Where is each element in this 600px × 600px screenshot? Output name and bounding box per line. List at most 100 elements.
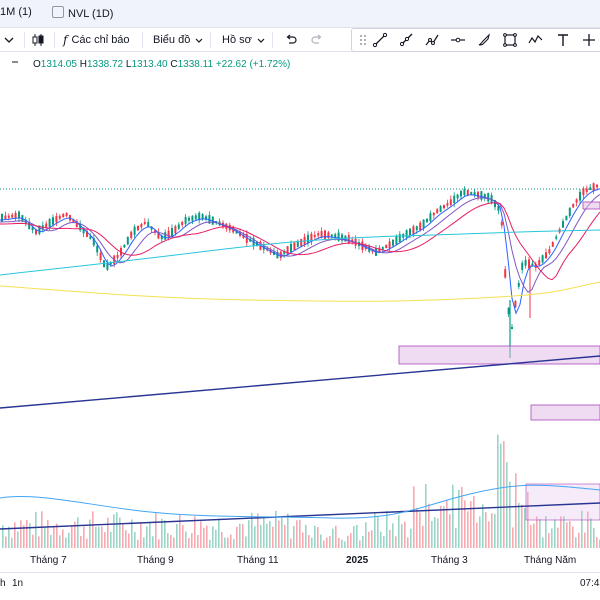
candle-body (402, 234, 405, 238)
horizontal-ray-icon[interactable] (450, 32, 466, 48)
range-button[interactable]: h (0, 578, 6, 589)
text-tool-icon[interactable] (555, 32, 571, 48)
redo-button[interactable] (310, 31, 324, 49)
volume-bar (35, 511, 37, 548)
volume-bar (353, 526, 355, 548)
chart-menu-button[interactable]: Biểu đồ (153, 31, 206, 49)
profile-menu-label: Hồ sơ (222, 34, 252, 46)
volume-bar (287, 513, 289, 548)
candle-body (177, 224, 180, 229)
undo-button[interactable] (284, 31, 298, 49)
candle-body (215, 221, 218, 224)
volume-bar (185, 531, 187, 548)
volume-bar (323, 540, 325, 548)
candle-body (514, 300, 517, 308)
candle-body (242, 234, 245, 238)
candle-body (415, 226, 418, 231)
candle-body (524, 259, 527, 266)
profile-menu-button[interactable]: Hồ sơ (222, 31, 268, 49)
candle-body (273, 251, 275, 255)
toolbar-divider (24, 32, 25, 48)
volume-bar (266, 523, 268, 548)
brush-icon[interactable] (476, 32, 492, 48)
trend-line-icon[interactable] (372, 32, 388, 48)
high-value: 1338.72 (86, 59, 124, 70)
volume-bar (455, 527, 457, 548)
volume-bar (269, 520, 271, 548)
tab-1m[interactable]: 1M (1) (0, 6, 32, 18)
volume-bar (497, 434, 499, 548)
tab-nvl[interactable]: NVL (1D) (52, 6, 113, 20)
candle-body (555, 236, 558, 239)
path-icon[interactable] (424, 32, 440, 48)
drag-handle-icon[interactable] (355, 32, 371, 48)
indicators-button[interactable]: f Các chỉ báo (63, 31, 130, 49)
volume-bar (437, 518, 439, 548)
volume-bar (284, 524, 286, 548)
rectangle-icon[interactable] (502, 32, 518, 48)
volume-bar (290, 538, 292, 548)
candle-body (194, 215, 197, 220)
volume-bar (278, 520, 280, 548)
candle-body (171, 228, 173, 237)
volume-bar (182, 525, 184, 548)
candle-body (579, 191, 581, 201)
candle-body (41, 225, 44, 230)
candle-body (65, 212, 68, 217)
candle-body (460, 191, 462, 197)
candle-type-button[interactable] (31, 31, 45, 49)
candle-body (307, 234, 309, 244)
volume-bar (464, 500, 466, 548)
candle-body (249, 238, 252, 242)
candle-body (541, 255, 544, 263)
volume-bar (131, 519, 133, 548)
candle-body (405, 230, 408, 238)
volume-bar (548, 533, 550, 548)
volume-bar (479, 516, 481, 548)
cross-icon[interactable] (581, 32, 597, 48)
ray-icon[interactable] (398, 32, 414, 48)
candle-body (310, 233, 313, 242)
volume-bar (296, 520, 298, 548)
legend-collapse-button[interactable] (11, 58, 19, 66)
volume-bar (128, 533, 130, 548)
candle-body (568, 207, 571, 216)
drawing-toolbar (351, 28, 600, 52)
candle-body (327, 232, 330, 238)
volume-bar (188, 538, 190, 548)
volume-bar (428, 503, 430, 548)
volume-bar (545, 516, 547, 548)
volume-bar (584, 532, 586, 548)
candle-body (286, 246, 289, 255)
x-tick-label: 2025 (346, 555, 369, 566)
toolbar-divider (272, 32, 273, 48)
volume-bar (587, 511, 589, 548)
candle-body (191, 215, 194, 221)
volume-bar (398, 515, 400, 548)
range-1n-button[interactable]: 1n (12, 578, 24, 589)
volume-bar (335, 525, 337, 548)
volume-ma-line (0, 484, 600, 519)
volume-bar (326, 537, 328, 548)
candle-body (364, 245, 367, 250)
volume-bar (41, 511, 43, 548)
volume-bar (476, 522, 478, 548)
volume-bar (350, 533, 352, 548)
wave-icon[interactable] (528, 32, 544, 48)
volume-bar (581, 510, 583, 548)
volume-bar (218, 518, 220, 548)
volume-bar (329, 536, 331, 548)
candle-body (456, 194, 459, 199)
volume-bar (473, 496, 475, 548)
candle-body (470, 192, 473, 195)
candle-body (385, 245, 388, 249)
change-value: +22.62 (+1.72%) (215, 59, 291, 70)
volume-bar (563, 516, 565, 548)
interval-chevron-button[interactable] (2, 31, 16, 49)
candle-body (511, 326, 513, 330)
candle-body (167, 230, 170, 238)
volume-bar (110, 531, 112, 548)
volume-bar (419, 512, 421, 548)
candle-body (150, 226, 153, 230)
volume-bar (392, 523, 394, 548)
